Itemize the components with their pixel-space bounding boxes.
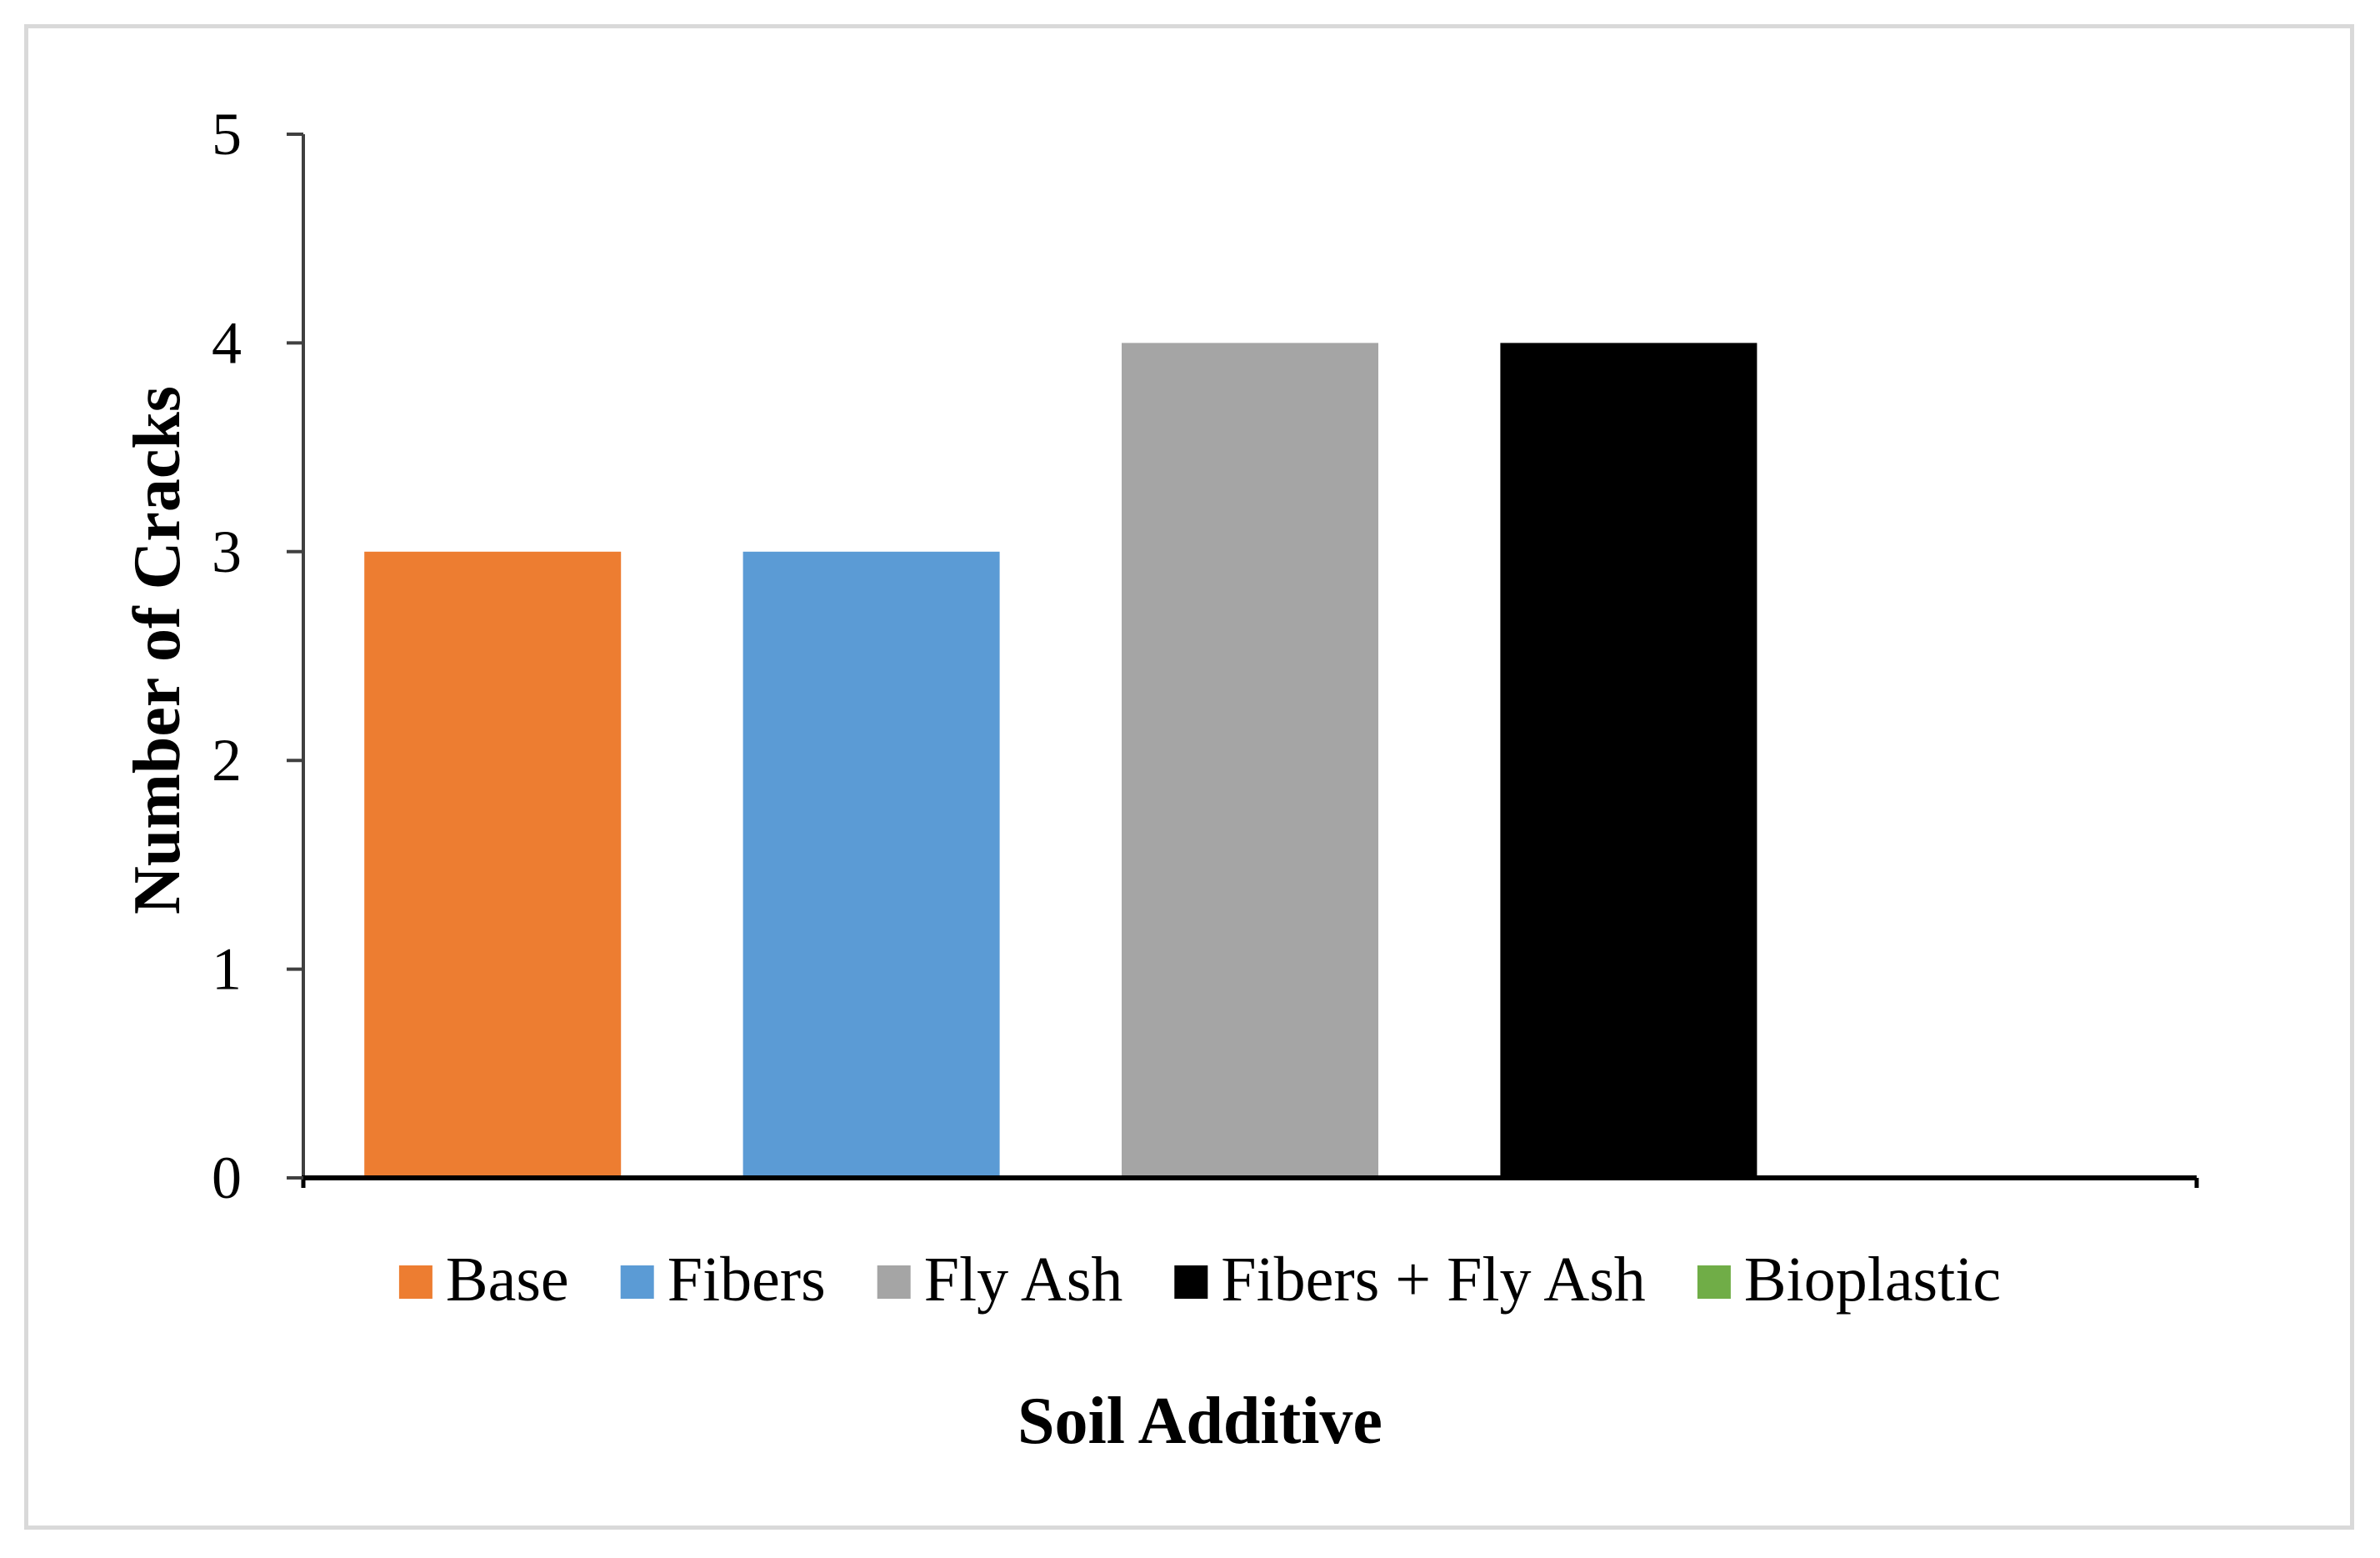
legend-swatch bbox=[877, 1265, 911, 1299]
y-tick-label: 0 bbox=[212, 1145, 242, 1211]
legend-swatch bbox=[398, 1265, 432, 1299]
bars-group bbox=[364, 343, 1758, 1178]
y-axis-title: Number of Cracks bbox=[121, 386, 194, 914]
legend-label: Fibers bbox=[668, 1245, 826, 1315]
legend-label: Bioplastic bbox=[1744, 1245, 2001, 1315]
y-ticks-group: 0 1 2 3 4 5 bbox=[212, 101, 303, 1211]
legend-item: Fly Ash bbox=[877, 1245, 1123, 1315]
legend-label: Fibers + Fly Ash bbox=[1221, 1245, 1646, 1315]
y-tick-label: 1 bbox=[212, 936, 242, 1003]
bar-fibers-fly-ash bbox=[1500, 343, 1758, 1178]
bar-base bbox=[364, 551, 622, 1178]
legend-item: Fibers bbox=[620, 1245, 826, 1315]
legend-item: Fibers + Fly Ash bbox=[1174, 1245, 1646, 1315]
bar-fly-ash bbox=[1122, 343, 1378, 1178]
legend-swatch bbox=[1697, 1265, 1731, 1299]
legend-swatch bbox=[1174, 1265, 1208, 1299]
y-tick-label: 2 bbox=[212, 727, 242, 794]
y-tick-label: 5 bbox=[212, 101, 242, 168]
legend-swatch bbox=[620, 1265, 654, 1299]
y-tick-label: 3 bbox=[212, 518, 242, 585]
legend-label: Fly Ash bbox=[924, 1245, 1123, 1315]
legend-item: Base bbox=[398, 1245, 569, 1315]
bar-fibers bbox=[742, 551, 1000, 1178]
legend-item: Bioplastic bbox=[1697, 1245, 2001, 1315]
y-tick-label: 4 bbox=[212, 309, 242, 376]
x-axis-title: Soil Additive bbox=[1018, 1385, 1382, 1458]
legend: Base Fibers Fly Ash Fibers + Fly Ash Bioplas… bbox=[398, 1245, 2001, 1315]
legend-label: Base bbox=[446, 1245, 569, 1315]
